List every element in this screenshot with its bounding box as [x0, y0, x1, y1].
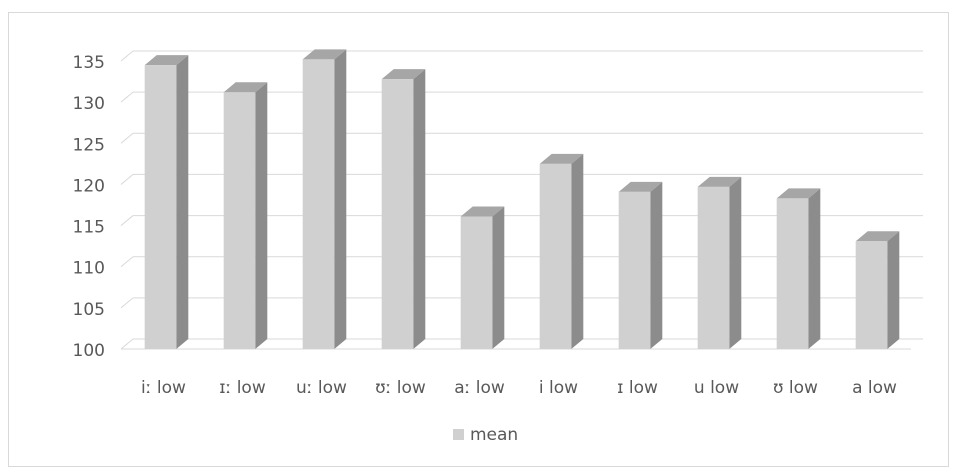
- bar-side: [808, 188, 821, 349]
- bar: [776, 198, 809, 349]
- bar: [618, 191, 651, 349]
- bar-side: [413, 69, 426, 350]
- x-tick-label: uː low: [296, 378, 347, 398]
- bar-side: [334, 49, 347, 350]
- x-tick-label: aː low: [454, 378, 505, 398]
- gridline-connector: [120, 91, 134, 103]
- y-tick-label: 110: [73, 259, 105, 279]
- y-tick-label: 120: [73, 176, 105, 196]
- gridline-connector: [120, 297, 134, 309]
- bar-chart: 100 105 110 115 120 125 130 135 iː low ɪː low uː l…: [73, 49, 923, 445]
- legend-label: mean: [470, 425, 518, 445]
- bar: [223, 92, 256, 350]
- bar-top: [618, 181, 663, 192]
- gridline-connector: [120, 132, 134, 144]
- bar-top: [855, 231, 900, 242]
- x-tick-label: ɪː low: [219, 378, 266, 398]
- x-tick-label: ʊ low: [773, 378, 818, 398]
- chart-frame: 100 105 110 115 120 125 130 135 iː low ɪː low uː l…: [8, 12, 949, 467]
- bar-top: [144, 55, 189, 66]
- gridline-connector: [120, 215, 134, 226]
- legend-swatch: [453, 429, 464, 440]
- x-tick-label: u low: [694, 378, 739, 398]
- bar-side: [571, 153, 584, 349]
- bar-top: [223, 82, 268, 93]
- bar-side: [492, 206, 505, 349]
- bar-side: [255, 82, 268, 350]
- bar-top: [460, 206, 505, 217]
- bar-side: [176, 55, 189, 349]
- bar: [855, 241, 888, 349]
- bar: [539, 163, 572, 349]
- y-tick-label: 100: [73, 341, 105, 361]
- gridline-connector: [120, 50, 134, 62]
- gridline-connector: [120, 338, 134, 350]
- bar-top: [776, 188, 821, 199]
- bar: [697, 186, 730, 349]
- bar-top: [302, 49, 347, 60]
- x-tick-label: ʊː low: [375, 378, 426, 398]
- y-tick-label: 130: [73, 94, 105, 114]
- bar: [302, 59, 335, 350]
- y-tick-label: 105: [73, 300, 105, 320]
- gridline-connector: [120, 174, 134, 185]
- bar: [381, 79, 414, 350]
- bar-top: [381, 69, 426, 80]
- bar-top: [539, 153, 584, 164]
- bar-side: [887, 231, 900, 349]
- x-tick-label: iː low: [141, 378, 186, 398]
- bar-side: [650, 181, 663, 349]
- x-tick-label: i low: [539, 378, 578, 398]
- bar-top: [697, 176, 742, 187]
- y-tick-label: 125: [73, 135, 105, 155]
- gridline-connector: [120, 256, 134, 268]
- bar: [460, 216, 493, 349]
- y-tick-label: 115: [73, 218, 105, 238]
- x-tick-label: a low: [852, 378, 897, 398]
- bar-side: [729, 176, 742, 349]
- x-tick-label: ɪ low: [617, 378, 658, 398]
- y-tick-label: 135: [73, 53, 105, 73]
- bar: [144, 65, 177, 349]
